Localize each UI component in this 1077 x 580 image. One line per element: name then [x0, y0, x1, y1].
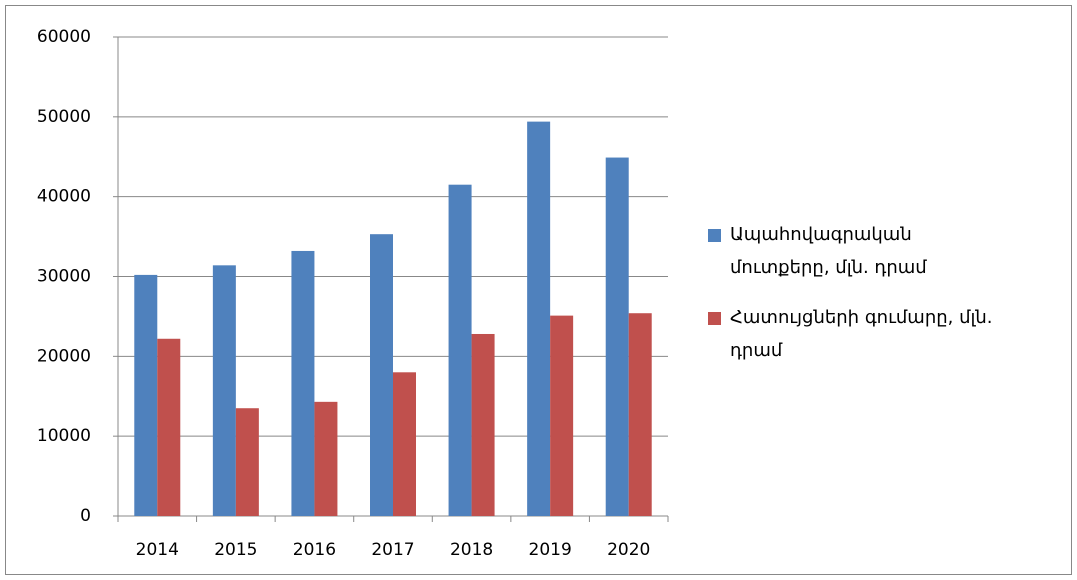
y-tick-label: 0: [80, 506, 91, 526]
bar: [314, 401, 338, 516]
legend-swatch: [708, 312, 721, 325]
y-tick-label: 60000: [37, 27, 91, 47]
y-tick-label: 30000: [37, 267, 91, 287]
legend-item: Ապահովագրական մուտքերը, մլն. դրամ: [708, 218, 1008, 284]
bar: [471, 333, 495, 516]
x-tick-label: 2018: [450, 540, 493, 560]
bar: [550, 315, 574, 516]
y-tick-label: 20000: [37, 346, 91, 366]
legend-swatch: [708, 229, 721, 242]
bar: [212, 265, 236, 516]
bar: [235, 408, 259, 516]
y-tick-label: 50000: [37, 107, 91, 127]
legend-label: Հատույցների գումարը, մլն. դրամ: [730, 307, 993, 361]
bar: [628, 313, 652, 516]
y-tick-label: 40000: [37, 187, 91, 207]
bar: [393, 372, 416, 516]
legend: Ապահովագրական մուտքերը, մլն. դրամ Հատույց…: [708, 218, 1008, 384]
bar: [370, 234, 393, 516]
bar: [157, 338, 181, 516]
x-tick-label: 2019: [529, 540, 572, 560]
x-tick-label: 2014: [136, 540, 179, 560]
y-tick-label: 10000: [37, 426, 91, 446]
bar: [605, 157, 629, 516]
x-tick-label: 2020: [607, 540, 650, 560]
x-tick-label: 2015: [214, 540, 257, 560]
x-tick-label: 2016: [293, 540, 336, 560]
bar: [448, 184, 472, 517]
legend-item: Հատույցների գումարը, մլն. դրամ: [708, 301, 1008, 367]
legend-label: Ապահովագրական մուտքերը, մլն. դրամ: [730, 224, 927, 278]
bar: [291, 250, 315, 516]
bar: [134, 274, 158, 516]
bar: [527, 121, 551, 516]
x-tick-label: 2017: [371, 540, 414, 560]
